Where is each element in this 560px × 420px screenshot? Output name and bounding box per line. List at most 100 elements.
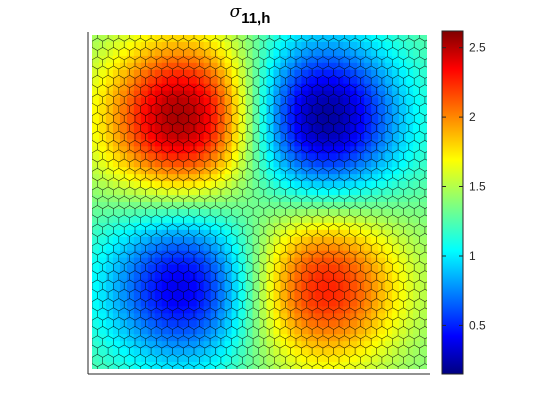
heatmap-cell	[294, 111, 302, 120]
heatmap-cell	[273, 320, 282, 328]
heatmap-cell	[203, 111, 212, 120]
heatmap-cell	[364, 271, 372, 280]
heatmap-cell	[280, 243, 289, 252]
heatmap-cell	[231, 83, 240, 92]
heatmap-cell	[371, 334, 379, 342]
heatmap-cell	[182, 222, 191, 231]
heatmap-cell	[392, 146, 400, 154]
heatmap-cell	[126, 41, 135, 50]
heatmap-cell	[147, 285, 156, 294]
heatmap-cell	[112, 202, 121, 210]
heatmap-cell	[252, 160, 261, 168]
heatmap-cell	[336, 35, 344, 43]
heatmap-cell	[175, 146, 184, 154]
heatmap-cell	[413, 174, 421, 182]
heatmap-cell	[420, 299, 427, 307]
heatmap-cell	[329, 160, 337, 168]
heatmap-cell	[322, 243, 330, 252]
heatmap-cell	[203, 69, 212, 78]
heatmap-cell	[413, 229, 421, 238]
heatmap-cell	[224, 104, 233, 113]
heatmap-cell	[315, 97, 323, 106]
heatmap-cell	[168, 320, 177, 328]
heatmap-cell	[280, 160, 289, 168]
hex-mesh	[92, 35, 427, 369]
heatmap-cell	[357, 195, 365, 203]
heatmap-cell	[182, 271, 191, 280]
heatmap-cell	[203, 76, 212, 85]
heatmap-cell	[294, 264, 302, 273]
heatmap-cell	[92, 153, 100, 161]
heatmap-cell	[322, 132, 330, 140]
heatmap-cell	[343, 181, 351, 189]
heatmap-cell	[231, 104, 240, 113]
heatmap-cell	[105, 146, 114, 154]
heatmap-cell	[231, 278, 240, 287]
heatmap-cell	[140, 320, 149, 328]
heatmap-cell	[203, 41, 212, 50]
heatmap-cell	[357, 69, 365, 78]
heatmap-cell	[392, 334, 400, 342]
heatmap-cell	[364, 250, 372, 259]
heatmap-cell	[322, 62, 330, 71]
heatmap-cell	[329, 348, 337, 356]
heatmap-cell	[105, 83, 114, 92]
heatmap-cell	[154, 97, 163, 106]
heatmap-cell	[140, 299, 149, 307]
heatmap-cell	[112, 167, 121, 175]
heatmap-cell	[273, 195, 282, 203]
heatmap-cell	[259, 181, 268, 189]
heatmap-cell	[385, 174, 393, 182]
heatmap-cell	[140, 202, 149, 210]
heatmap-cell	[133, 188, 142, 196]
heatmap-cell	[126, 69, 135, 78]
heatmap-cell	[245, 299, 254, 307]
heatmap-cell	[210, 48, 219, 57]
heatmap-cell	[357, 83, 365, 92]
heatmap-cell	[399, 181, 407, 189]
heatmap-cell	[406, 41, 414, 50]
heatmap-cell	[154, 313, 163, 321]
heatmap-cell	[161, 83, 170, 92]
heatmap-cell	[399, 215, 407, 224]
heatmap-cell	[357, 146, 365, 154]
heatmap-cell	[133, 313, 142, 321]
heatmap-cell	[420, 153, 427, 161]
heatmap-cell	[364, 76, 372, 85]
heatmap-cell	[175, 243, 184, 252]
heatmap-cell	[385, 76, 393, 85]
heatmap-cell	[133, 35, 142, 43]
heatmap-cell	[245, 229, 254, 238]
heatmap-cell	[182, 41, 191, 50]
heatmap-cell	[420, 111, 427, 120]
heatmap-cell	[266, 76, 275, 85]
heatmap-cell	[420, 229, 427, 238]
heatmap-cell	[245, 264, 254, 273]
heatmap-cell	[308, 320, 316, 328]
heatmap-cell	[231, 355, 240, 363]
heatmap-cell	[105, 69, 114, 78]
heatmap-cell	[406, 55, 414, 64]
heatmap-cell	[189, 285, 198, 294]
heatmap-cell	[259, 160, 268, 168]
heatmap-cell	[273, 278, 282, 287]
heatmap-cell	[336, 299, 344, 307]
heatmap-cell	[161, 153, 170, 161]
heatmap-cell	[308, 62, 316, 71]
heatmap-cell	[245, 139, 254, 147]
heatmap-cell	[329, 285, 337, 294]
heatmap-cell	[329, 167, 337, 175]
heatmap-cell	[119, 41, 128, 50]
heatmap-cell	[168, 243, 177, 252]
heatmap-cell	[154, 35, 163, 43]
heatmap-cell	[112, 90, 121, 99]
heatmap-cell	[329, 278, 337, 287]
heatmap-cell	[336, 236, 344, 245]
heatmap-cell	[92, 257, 100, 266]
heatmap-cell	[161, 257, 170, 266]
heatmap-cell	[182, 139, 191, 147]
heatmap-cell	[217, 139, 226, 147]
heatmap-cell	[357, 278, 365, 287]
heatmap-cell	[294, 229, 302, 238]
heatmap-cell	[280, 208, 289, 217]
